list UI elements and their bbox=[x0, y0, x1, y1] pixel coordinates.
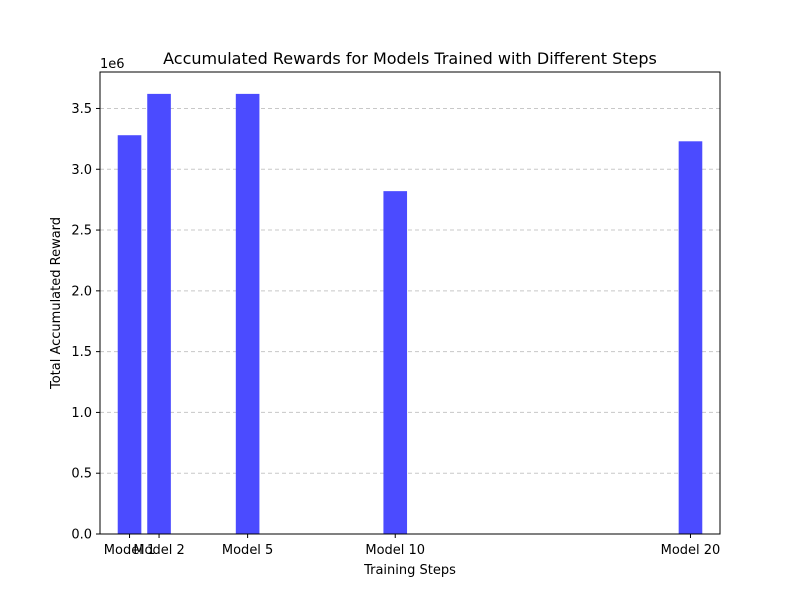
bar-model-5 bbox=[235, 93, 260, 534]
y-axis-offset-label: 1e6 bbox=[100, 57, 125, 72]
y-axis-label: Total Accumulated Reward bbox=[49, 217, 64, 390]
y-tick-label: 0.0 bbox=[71, 528, 92, 543]
y-tick-label: 0.5 bbox=[71, 467, 92, 482]
x-tick-label: Model 5 bbox=[222, 543, 273, 558]
y-tick-label: 2.0 bbox=[71, 284, 92, 299]
bar-model-20 bbox=[678, 141, 703, 535]
y-tick-label: 1.0 bbox=[71, 406, 92, 421]
bar-model-1 bbox=[117, 135, 142, 534]
y-tick-label: 2.5 bbox=[71, 224, 92, 239]
bar-model-10 bbox=[383, 191, 408, 534]
x-tick-label: Model 1 bbox=[104, 543, 155, 558]
x-axis-label: Training Steps bbox=[363, 563, 456, 578]
bar-model-2 bbox=[147, 93, 171, 534]
grid-layer bbox=[100, 107, 720, 535]
x-tick-label: Model 10 bbox=[365, 543, 425, 558]
y-tick-label: 3.5 bbox=[71, 102, 92, 117]
x-tick-label: Model 20 bbox=[661, 543, 721, 558]
chart-title: Accumulated Rewards for Models Trained w… bbox=[163, 49, 657, 68]
plot-frame bbox=[99, 71, 721, 535]
bar-layer bbox=[117, 93, 703, 535]
y-tick-label: 1.5 bbox=[71, 345, 92, 360]
y-tick-label: 3.0 bbox=[71, 163, 92, 178]
x-tick-label: Model 2 bbox=[133, 543, 184, 558]
y-axis-ticks: 0.0 0.5 1.0 1.5 2.0 2.5 3.0 3.5 bbox=[71, 102, 100, 543]
